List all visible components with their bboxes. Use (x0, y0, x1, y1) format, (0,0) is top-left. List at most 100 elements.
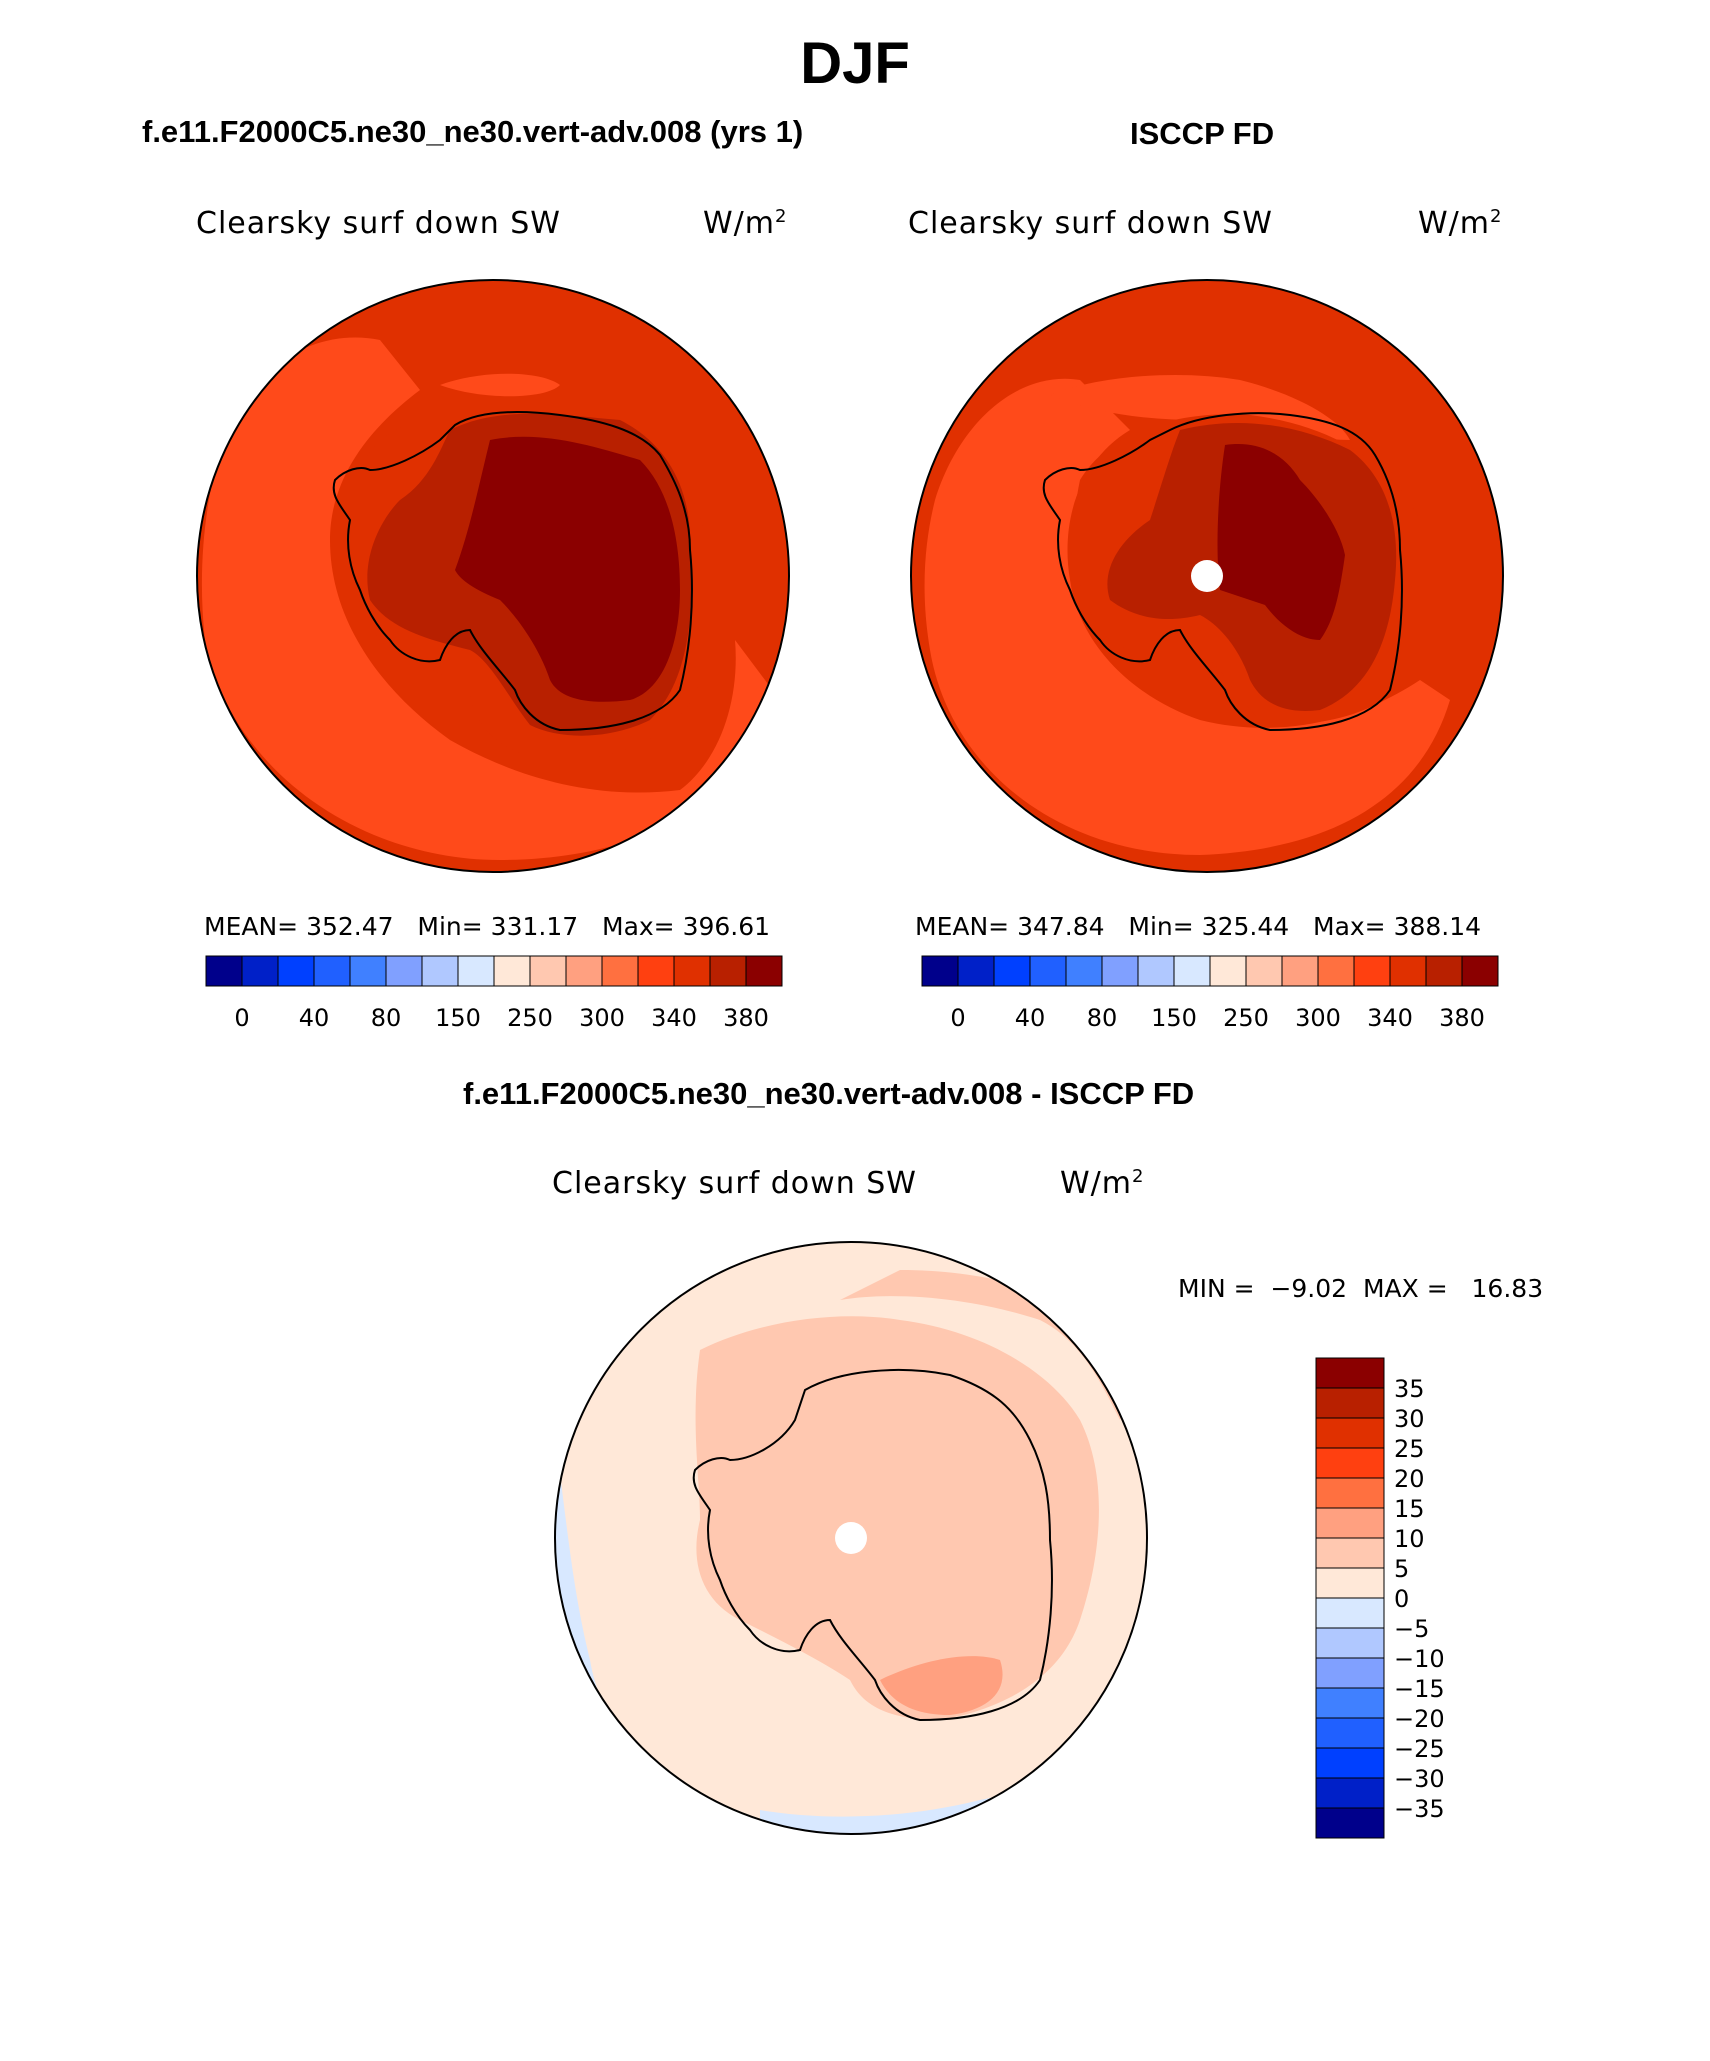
colorbar-swatch (1315, 1747, 1385, 1779)
panel-1-stats: MEAN= 352.47 Min= 331.17 Max= 396.61 (204, 912, 770, 941)
colorbar-swatch (1315, 1477, 1385, 1509)
max-value: 16.83 (1471, 1274, 1544, 1303)
panel-1-units-exp: 2 (775, 206, 788, 227)
colorbar-swatch (1315, 1537, 1385, 1569)
max-label: Max= (602, 912, 675, 941)
figure-title: DJF (800, 31, 910, 96)
colorbar-tick-label: −30 (1394, 1765, 1445, 1793)
map-panel-3 (555, 1242, 1147, 1834)
colorbar-tick-label: 150 (435, 1004, 481, 1032)
colorbar-swatch (493, 955, 531, 987)
colorbar-tick-label: 80 (371, 1004, 402, 1032)
colorbar-tick-label: 35 (1394, 1375, 1425, 1403)
colorbar-tick-label: 380 (723, 1004, 769, 1032)
colorbar-tick-label: 300 (579, 1004, 625, 1032)
colorbar-swatch (1315, 1657, 1385, 1689)
colorbar-swatch (637, 955, 675, 987)
map-panel-2 (911, 280, 1503, 872)
colorbar-tick-label: 340 (1367, 1004, 1413, 1032)
colorbar-swatch (205, 955, 243, 987)
colorbar-tick-label: 300 (1295, 1004, 1341, 1032)
min-label: Min= (1128, 912, 1194, 941)
colorbar-swatch (385, 955, 423, 987)
colorbar-tick-label: −15 (1394, 1675, 1445, 1703)
panel-1-units-base: W/m (703, 206, 775, 241)
colorbar-swatch (993, 955, 1031, 987)
colorbar-swatch (1461, 955, 1499, 987)
colorbar-swatch (1425, 955, 1463, 987)
colorbar-swatch (709, 955, 747, 987)
colorbar-swatch (601, 955, 639, 987)
panel-1-units: W/m2 (703, 206, 787, 241)
ice-sheet-core (455, 436, 680, 702)
colorbar-tick-label: 25 (1394, 1435, 1425, 1463)
colorbar-swatch (421, 955, 459, 987)
map-1-border (196, 279, 790, 873)
min-value: 331.17 (490, 912, 579, 941)
colorbar-tick-label: −10 (1394, 1645, 1445, 1673)
colorbar-tick-label: 40 (1015, 1004, 1046, 1032)
colorbar-swatch (921, 955, 959, 987)
ice-sheet-core (1217, 444, 1345, 640)
max-value: 388.14 (1393, 912, 1482, 941)
panel-3-field-label: Clearsky surf down SW (552, 1166, 917, 1201)
colorbar-swatch (1281, 955, 1319, 987)
colorbar-tick-label: 0 (234, 1004, 249, 1032)
map-panel-1 (197, 280, 789, 872)
colorbar-swatch (1029, 955, 1067, 987)
colorbar-panel-2: 0 40 80 150 250 300 340 380 (921, 955, 1499, 1032)
colorbar-swatch (1315, 1777, 1385, 1809)
colorbar-swatch (457, 955, 495, 987)
colorbar-swatch (1315, 1807, 1385, 1839)
colorbar-tick-label: −35 (1394, 1795, 1445, 1823)
diff-strong-spot (880, 1656, 1003, 1715)
max-value: 396.61 (682, 912, 771, 941)
panel-2-units-base: W/m (1418, 206, 1490, 241)
mean-value: 352.47 (306, 912, 394, 941)
mean-label: MEAN= (204, 912, 299, 941)
map-2-border (910, 279, 1504, 873)
colorbar-swatch (1315, 1687, 1385, 1719)
max-label: Max= (1313, 912, 1386, 941)
colorbar-swatch (1173, 955, 1211, 987)
panel-3-units-base: W/m (1060, 1166, 1132, 1201)
mean-value: 347.84 (1017, 912, 1105, 941)
colorbar-swatch (565, 955, 603, 987)
coastline (692, 1369, 1053, 1722)
ocean-mid-region (924, 378, 1450, 855)
colorbar-swatch (1065, 955, 1103, 987)
colorbar-swatch (1315, 1417, 1385, 1449)
colorbar-tick-label: 150 (1151, 1004, 1197, 1032)
colorbar-swatch (1315, 1627, 1385, 1659)
colorbar-swatch (1315, 1507, 1385, 1539)
colorbar-swatch (1315, 1447, 1385, 1479)
colorbar-swatch (1317, 955, 1355, 987)
panel-2-case-title: ISCCP FD (1130, 116, 1275, 151)
colorbar-tick-label: 40 (299, 1004, 330, 1032)
pole-hole (1191, 560, 1223, 592)
colorbar-swatch (1315, 1717, 1385, 1749)
max-label: MAX = (1362, 1274, 1448, 1303)
colorbar-swatch (1315, 1387, 1385, 1419)
colorbar-tick-label: 250 (507, 1004, 553, 1032)
panel-2-field-label: Clearsky surf down SW (908, 206, 1273, 241)
colorbar-tick-label: 20 (1394, 1465, 1425, 1493)
colorbar-tick-label: −5 (1394, 1615, 1429, 1643)
panel-2-units-exp: 2 (1490, 206, 1503, 227)
min-value: 325.44 (1201, 912, 1290, 941)
colorbar-swatch (1245, 955, 1283, 987)
colorbar-swatch (957, 955, 995, 987)
panel-2-units: W/m2 (1418, 206, 1502, 241)
colorbar-swatch (1137, 955, 1175, 987)
ocean-mid-top (440, 373, 560, 397)
panel-3-stats: MIN = −9.02 MAX = 16.83 (1178, 1274, 1543, 1303)
colorbar-swatch (277, 955, 315, 987)
colorbar-swatch (1315, 1357, 1385, 1389)
colorbar-swatch (673, 955, 711, 987)
colorbar-swatch (1209, 955, 1247, 987)
min-value: −9.02 (1270, 1274, 1348, 1303)
colorbar-tick-label: 30 (1394, 1405, 1425, 1433)
min-label: Min= (417, 912, 483, 941)
